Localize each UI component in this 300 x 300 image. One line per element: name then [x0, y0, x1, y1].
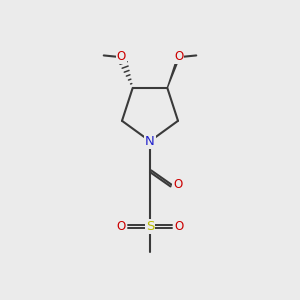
Text: N: N: [145, 135, 155, 148]
Text: O: O: [117, 50, 126, 63]
Polygon shape: [167, 63, 177, 88]
Text: O: O: [116, 220, 125, 233]
Text: S: S: [146, 220, 154, 233]
Text: O: O: [174, 50, 183, 63]
Text: O: O: [175, 220, 184, 233]
Text: O: O: [173, 178, 182, 191]
